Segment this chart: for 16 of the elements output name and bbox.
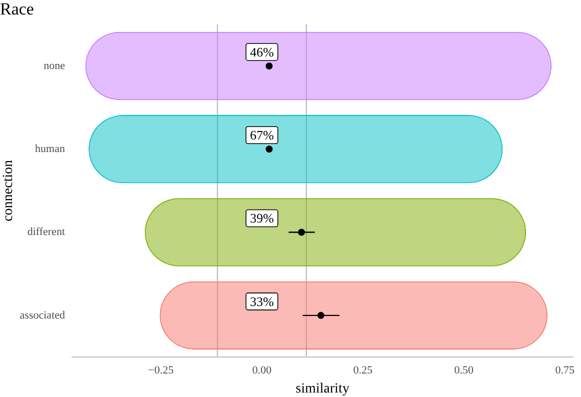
annotation: 33% xyxy=(250,294,274,309)
annotation: 46% xyxy=(250,44,274,60)
chart-title: Race xyxy=(0,0,34,19)
y-tick-label: different xyxy=(27,226,66,238)
x-tick-label: 0.00 xyxy=(252,364,272,376)
y-tick-label: human xyxy=(35,143,66,156)
x-tick-label: 0.50 xyxy=(454,364,474,376)
y-axis-title: connection xyxy=(1,160,16,222)
x-axis-title: similarity xyxy=(296,381,350,396)
y-tick-label: associated xyxy=(20,309,66,322)
x-tick-label: 0.25 xyxy=(353,364,374,376)
annotation: 67% xyxy=(250,128,274,143)
x-tick-label: 0.75 xyxy=(555,364,576,376)
y-tick-label: none xyxy=(44,60,66,72)
x-tick-label: −0.25 xyxy=(148,364,174,376)
annotation: 39% xyxy=(250,210,274,226)
